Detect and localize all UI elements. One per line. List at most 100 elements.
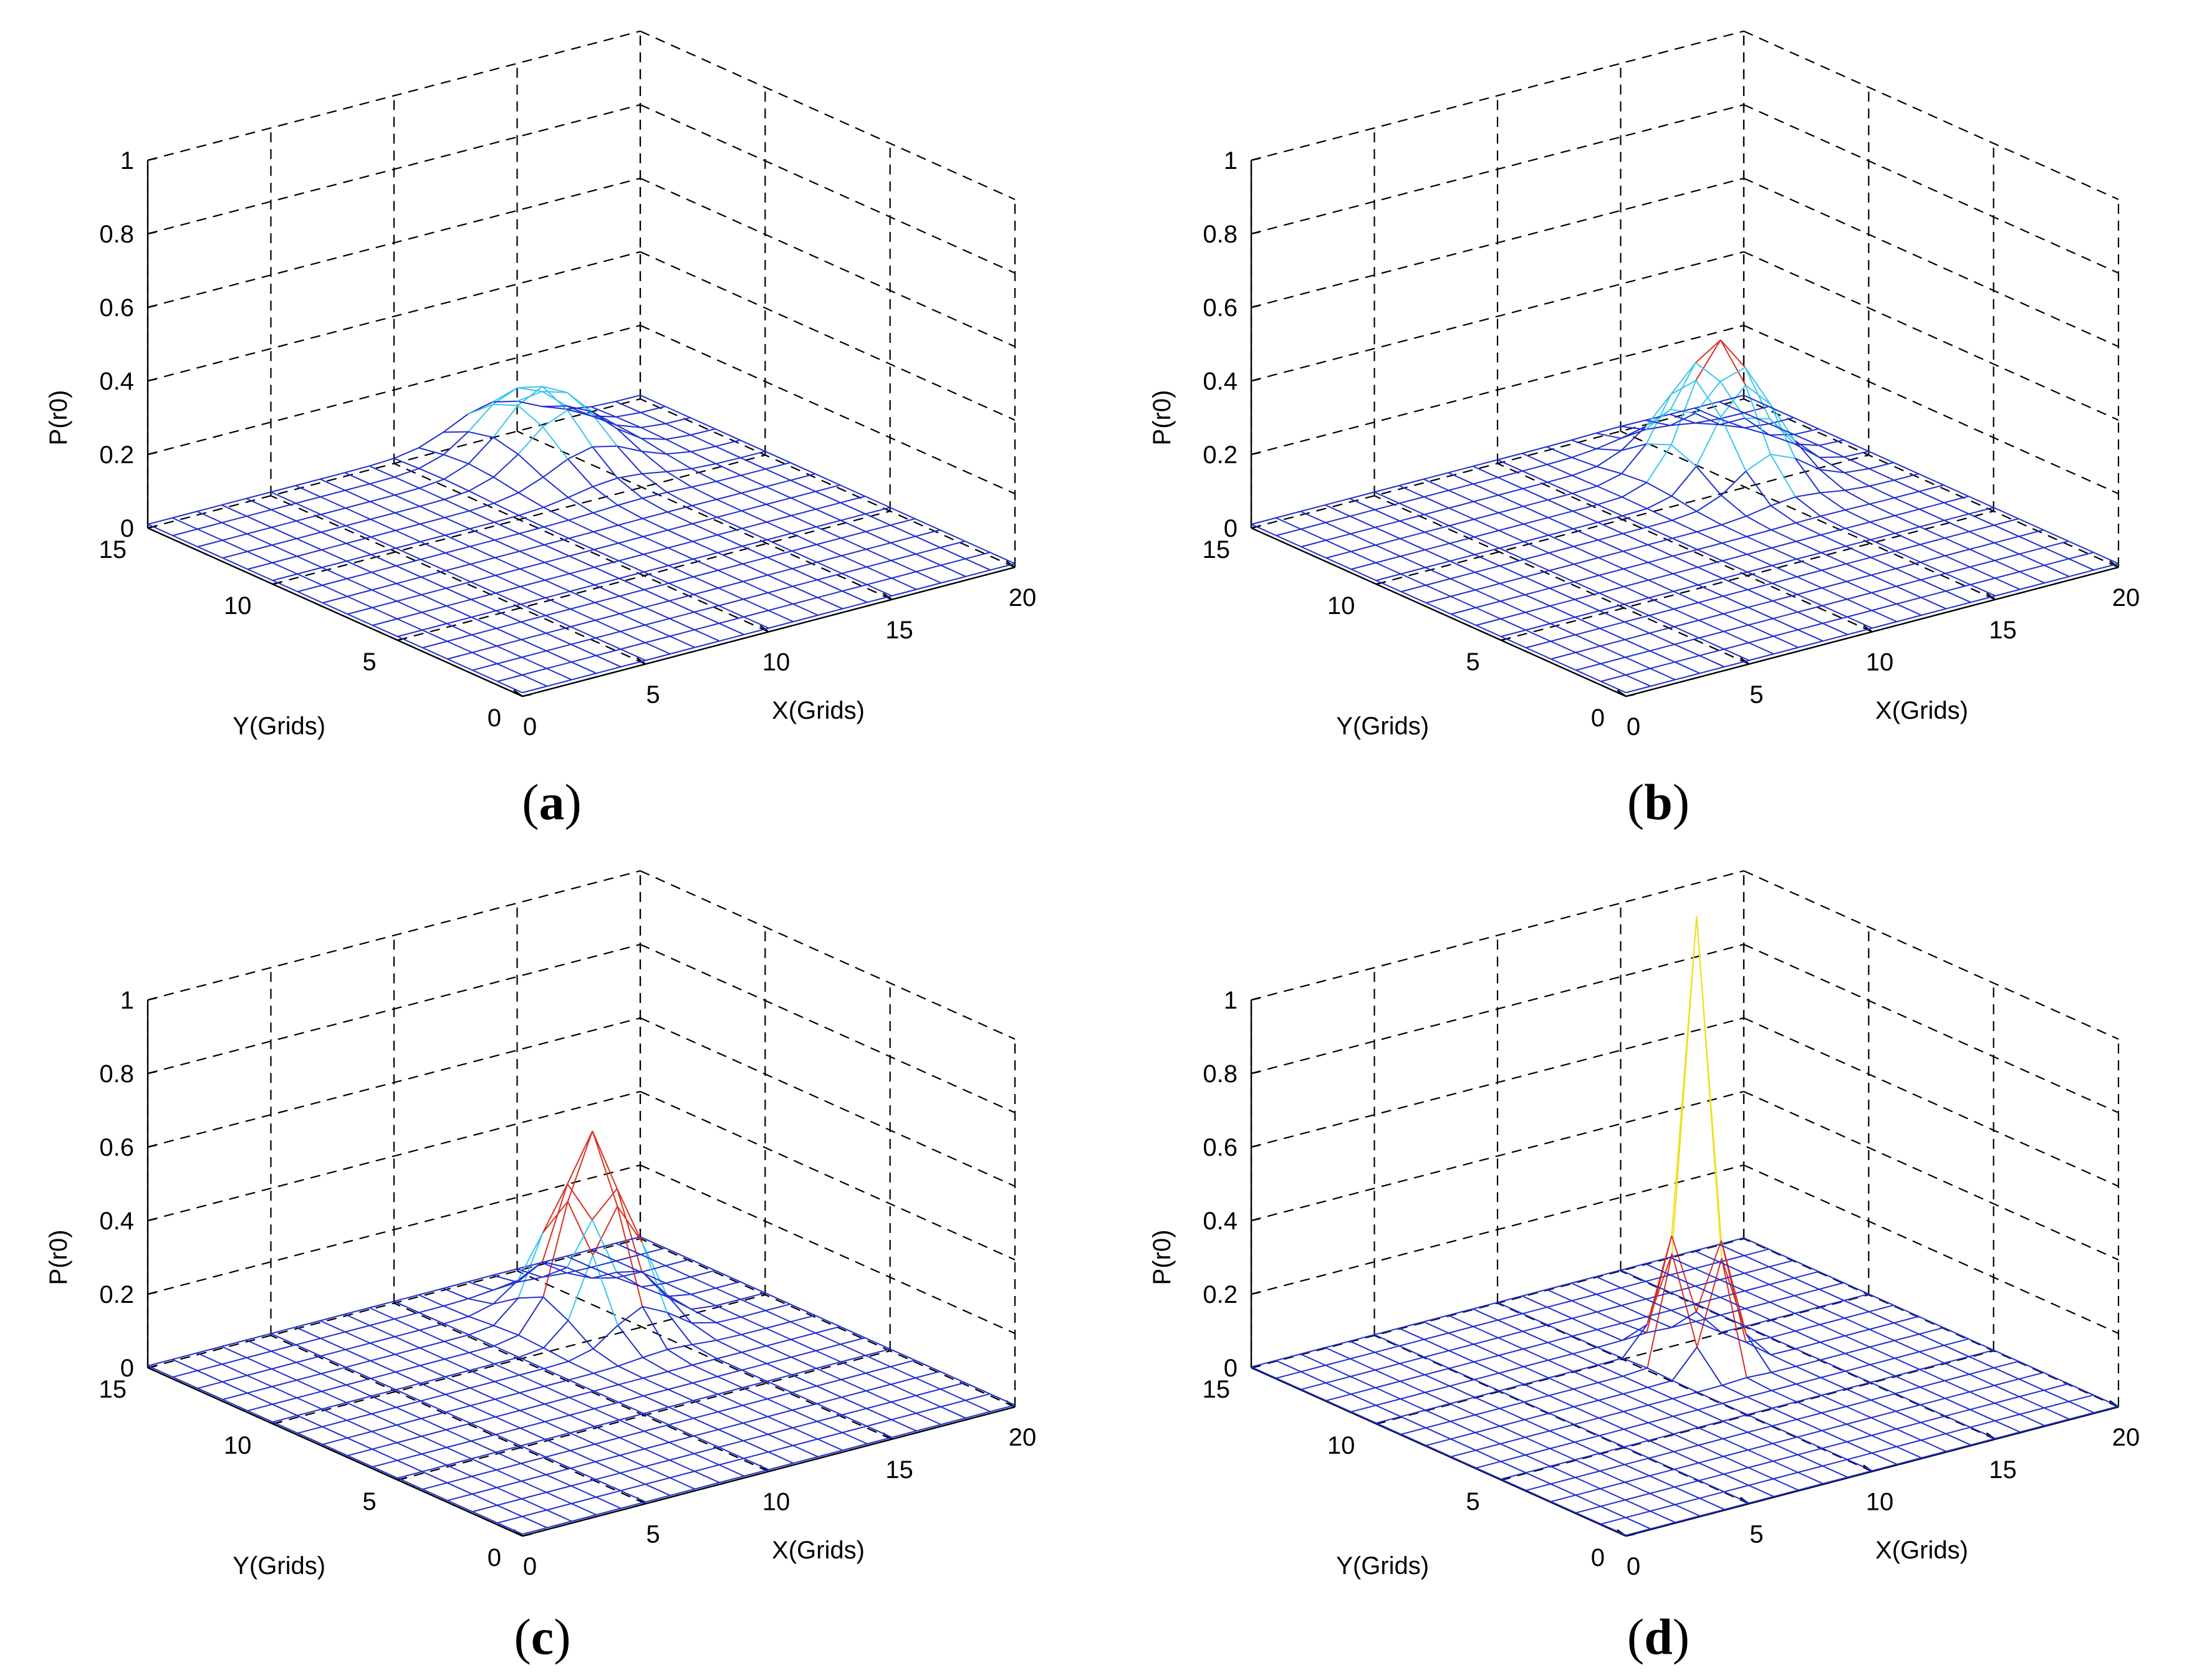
mesh-segment	[1650, 1486, 1675, 1494]
mesh-segment	[497, 1522, 523, 1535]
mesh-segment	[865, 1355, 891, 1368]
mesh-segment	[468, 403, 493, 415]
mesh-segment	[764, 1292, 791, 1305]
mesh-segment	[965, 569, 991, 577]
mesh-segment	[517, 1262, 542, 1270]
mesh-segment	[1399, 1356, 1425, 1365]
mesh-segment	[2093, 1394, 2119, 1407]
mesh-segment	[665, 1282, 691, 1295]
mesh-segment	[670, 1477, 695, 1490]
mesh-segment	[1596, 1311, 1622, 1324]
mesh-segment	[321, 1391, 347, 1403]
mesh-segment	[692, 1358, 718, 1366]
mesh-segment	[643, 535, 669, 549]
mesh-segment	[569, 573, 595, 586]
mesh-segment	[1645, 1298, 1671, 1311]
mesh-segment	[1424, 1368, 1450, 1376]
mesh-segment	[1573, 1388, 1599, 1401]
mesh-segment	[468, 431, 494, 438]
mesh-segment	[1698, 1462, 1724, 1475]
mesh-segment	[1575, 1470, 1600, 1479]
mesh-segment	[545, 615, 571, 628]
mesh-segment	[1325, 1376, 1351, 1384]
mesh-segment	[1698, 577, 1723, 586]
mesh-segment	[1869, 1328, 1895, 1342]
mesh-segment	[397, 1453, 422, 1461]
z-tick-mark-1	[147, 451, 157, 456]
mesh-segment	[1672, 549, 1698, 557]
zgrid-back-y-1	[1743, 1164, 2119, 1335]
mesh-segment	[446, 617, 472, 625]
mesh-segment	[1769, 1295, 1795, 1303]
mesh-segment	[345, 507, 371, 520]
mesh-segment	[541, 1262, 567, 1274]
mesh-segment	[1671, 1346, 1698, 1381]
mesh-segment	[690, 434, 716, 447]
mesh-segment	[1450, 1379, 1475, 1387]
y-axis-label: Y(Grids)	[233, 1552, 325, 1580]
mesh-segment	[594, 1437, 620, 1445]
mesh-segment	[1375, 1369, 1401, 1382]
mesh-segment	[1769, 423, 1795, 435]
mesh-segment	[718, 587, 744, 600]
mesh-segment	[1797, 587, 1822, 595]
mesh-segment	[815, 1343, 841, 1351]
mesh-segment	[1796, 1412, 1822, 1420]
mesh-segment	[1595, 1276, 1622, 1289]
mesh-segment	[1720, 1240, 1747, 1335]
mesh-segment	[1744, 412, 1770, 425]
y-tick-mark-2	[1376, 581, 1385, 585]
mesh-segment	[1551, 658, 1577, 671]
mesh-segment	[1674, 637, 1700, 645]
mesh-segment	[567, 1320, 594, 1350]
mesh-segment	[1720, 339, 1746, 368]
mesh-segment	[1524, 1377, 1549, 1385]
mesh-segment	[1499, 1401, 1525, 1409]
mesh-segment	[1844, 485, 1870, 491]
mesh-segment	[1623, 550, 1648, 564]
mesh-segment	[1647, 544, 1673, 557]
mesh-segment	[395, 1406, 421, 1419]
mesh-segment	[617, 473, 643, 479]
mesh-segment	[571, 661, 597, 674]
mesh-segment	[1526, 647, 1552, 660]
mesh-segment	[642, 451, 666, 455]
mesh-segment	[422, 647, 448, 660]
mesh-segment	[719, 616, 744, 624]
mesh-segment	[1895, 561, 1921, 570]
mesh-segment	[1797, 1436, 1823, 1449]
mesh-segment	[444, 1334, 469, 1342]
mesh-segment	[1695, 1267, 1721, 1280]
mesh-segment	[989, 552, 1016, 565]
mesh-segment	[493, 1345, 519, 1358]
mesh-segment	[1721, 1376, 1747, 1386]
mesh-segment	[1648, 1416, 1673, 1424]
mesh-segment	[518, 492, 544, 508]
mesh-segment	[1648, 573, 1673, 581]
mesh-segment	[1597, 1340, 1623, 1348]
mesh-segment	[2019, 1413, 2045, 1426]
mesh-segment	[1945, 1409, 1971, 1417]
mesh-segment	[1524, 1436, 1551, 1449]
mesh-segment	[645, 653, 671, 661]
mesh-segment	[172, 517, 198, 530]
mesh-segment	[1744, 417, 1770, 436]
mesh-segment	[470, 1398, 496, 1406]
mesh-segment	[222, 533, 248, 541]
mesh-segment	[592, 445, 617, 448]
mesh-segment	[1325, 1382, 1352, 1395]
mesh-segment	[1574, 1435, 1600, 1443]
mesh-segment	[566, 1219, 593, 1268]
mesh-segment	[1571, 1275, 1597, 1284]
mesh-segment	[867, 583, 892, 597]
mesh-segment	[1699, 1473, 1724, 1482]
mesh-segment	[620, 1448, 645, 1456]
mesh-segment	[694, 1446, 719, 1454]
mesh-segment	[816, 1403, 842, 1416]
mesh-segment	[743, 580, 769, 593]
mesh-segment	[667, 1364, 693, 1373]
mesh-segment	[1819, 456, 1845, 474]
mesh-segment	[571, 655, 597, 663]
mesh-segment	[715, 1281, 741, 1289]
mesh-segment	[420, 1376, 446, 1384]
